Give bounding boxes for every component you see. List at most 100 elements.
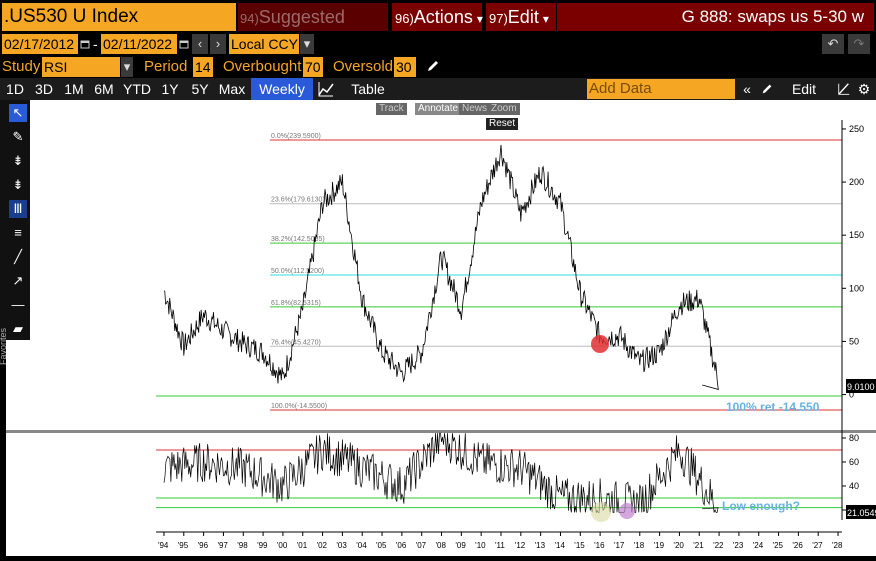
favorites-label: Favorites bbox=[0, 328, 8, 366]
x-axis-label: '96 bbox=[198, 541, 209, 550]
ticker-field[interactable]: .US530 U Index bbox=[2, 3, 236, 31]
line-chart-icon[interactable] bbox=[318, 81, 334, 102]
fib-label: 38.2%(142.5085) bbox=[271, 236, 325, 243]
x-axis-label: '10 bbox=[475, 541, 486, 550]
start-date-input[interactable]: 02/17/2012 bbox=[2, 34, 78, 54]
ray-icon[interactable]: ↗ bbox=[12, 273, 24, 288]
tab-max[interactable]: Max bbox=[218, 81, 246, 97]
tab-6m[interactable]: 6M bbox=[94, 81, 114, 97]
calendar-icon[interactable] bbox=[178, 34, 190, 54]
rsi-axis-label: 80 bbox=[849, 433, 859, 443]
percent-tool-icon[interactable]: ⇟ bbox=[12, 153, 24, 168]
tab-1m[interactable]: 1M bbox=[64, 81, 84, 97]
edit-chart-button[interactable]: Edit Chart bbox=[787, 81, 821, 119]
gear-icon[interactable]: ⚙ bbox=[857, 81, 871, 97]
overbought-label: Overbought bbox=[223, 58, 302, 75]
trendline-icon[interactable]: ╱ bbox=[14, 249, 22, 264]
x-axis-label: '97 bbox=[217, 541, 228, 550]
x-axis-label: '08 bbox=[436, 541, 447, 550]
overbought-input[interactable]: 70 bbox=[303, 57, 323, 77]
actions-menu[interactable]: 96)Actions ▾ bbox=[392, 3, 483, 31]
price-axis-label: 100 bbox=[849, 283, 864, 293]
end-date-input[interactable]: 02/11/2022 bbox=[101, 34, 177, 54]
rsi-series-line bbox=[163, 432, 719, 514]
oversold-input[interactable]: 30 bbox=[394, 57, 416, 77]
cursor-icon[interactable]: ↖ bbox=[9, 104, 27, 122]
x-axis-label: '12 bbox=[515, 541, 526, 550]
x-axis-label: '98 bbox=[237, 541, 248, 550]
rsi-axis-label: 60 bbox=[849, 457, 859, 467]
x-axis-label: '11 bbox=[495, 541, 505, 550]
study-select[interactable]: RSI bbox=[42, 57, 120, 77]
x-axis-label: '27 bbox=[812, 541, 823, 550]
chart-type-icon[interactable] bbox=[837, 81, 851, 102]
undo-icon[interactable]: ↶ bbox=[822, 34, 844, 54]
price-axis-label: 200 bbox=[849, 177, 864, 187]
tab-5y[interactable]: 5Y bbox=[191, 81, 209, 97]
x-axis-label: '13 bbox=[535, 541, 546, 550]
annotate-button[interactable]: Annotate bbox=[415, 103, 462, 115]
x-axis-label: '19 bbox=[654, 541, 665, 550]
retracement-icon[interactable]: ≡ bbox=[14, 225, 22, 240]
x-axis-label: '24 bbox=[753, 541, 764, 550]
fibonacci-tool-icon[interactable]: Ⅲ bbox=[9, 200, 27, 218]
chevron-down-icon[interactable]: ▾ bbox=[300, 34, 314, 54]
tab-ytd[interactable]: YTD bbox=[123, 81, 151, 97]
edit-menu[interactable]: 97)Edit ▾ bbox=[486, 3, 556, 31]
dollar-tool-icon[interactable]: ⇟ bbox=[12, 177, 24, 192]
x-axis-label: '16 bbox=[594, 541, 605, 550]
x-axis-label: '26 bbox=[792, 541, 803, 550]
redo-icon[interactable]: ↷ bbox=[848, 34, 870, 54]
table-button[interactable]: Table bbox=[351, 81, 385, 97]
chevron-left-icon[interactable]: ‹ bbox=[192, 34, 208, 54]
price-axis-label: 0 bbox=[849, 390, 854, 400]
drawing-toolbar: ↖ ✎ ⇟ ⇟ Ⅲ ≡ ╱ ↗ — ▰ Favorites bbox=[0, 100, 30, 365]
price-axis-label: 50 bbox=[849, 336, 859, 346]
panel-divider bbox=[6, 430, 876, 433]
period-input[interactable]: 14 bbox=[193, 57, 213, 77]
calendar-icon[interactable] bbox=[79, 34, 91, 54]
track-button[interactable]: Track bbox=[376, 103, 407, 115]
fib-label: 76.4%(45.4270) bbox=[271, 339, 321, 346]
price-axis-label: 150 bbox=[849, 230, 864, 240]
date-range-row: 02/17/2012 - 02/11/2022 ‹ › Local CCY ▾ … bbox=[0, 33, 876, 55]
tab-3d[interactable]: 3D bbox=[35, 81, 53, 97]
channel-icon[interactable]: ▰ bbox=[13, 321, 23, 336]
tab-1y[interactable]: 1Y bbox=[161, 81, 179, 97]
add-data-input[interactable]: Add Data bbox=[587, 79, 735, 99]
price-axis-label: 250 bbox=[849, 124, 864, 134]
rsi-highlight-marker bbox=[619, 503, 635, 519]
pencil-icon[interactable] bbox=[425, 58, 441, 79]
tab-1d[interactable]: 1D bbox=[6, 81, 24, 97]
pencil-icon[interactable] bbox=[760, 81, 774, 102]
chevron-down-icon[interactable]: ▾ bbox=[121, 57, 133, 77]
last-rsi-tag bbox=[846, 505, 876, 519]
currency-select[interactable]: Local CCY bbox=[229, 34, 299, 54]
x-axis-label: '02 bbox=[317, 541, 328, 550]
horizontal-line-icon[interactable]: — bbox=[11, 297, 25, 312]
x-axis-label: '07 bbox=[416, 541, 427, 550]
chart-area[interactable]: 0.0%(239.5900) 23.6%(179.6130) 38.2%(142.5… bbox=[6, 100, 876, 556]
news-button[interactable]: News bbox=[459, 103, 491, 115]
x-axis-label: '20 bbox=[673, 541, 684, 550]
zoom-button[interactable]: Zoom bbox=[488, 103, 520, 115]
suggested-charts-menu[interactable]: 94)Suggested Charts bbox=[238, 3, 388, 57]
reset-button[interactable]: Reset bbox=[486, 118, 519, 130]
x-axis-label: '25 bbox=[773, 541, 784, 550]
page-title: G 888: swaps us 5-30 w bbox=[557, 3, 874, 31]
x-axis-label: '17 bbox=[614, 541, 625, 550]
frequency-select[interactable]: Weekly ▼ bbox=[251, 78, 313, 119]
x-axis-label: '94 bbox=[158, 541, 169, 550]
period-label: Period bbox=[144, 58, 188, 75]
fib-label: 0.0%(239.5900) bbox=[271, 133, 321, 140]
retracement-annotation: 100% ret -14.550 bbox=[726, 400, 820, 414]
chevron-right-icon[interactable]: › bbox=[210, 34, 226, 54]
date-separator: - bbox=[93, 36, 98, 52]
chevron-down-icon: ▾ bbox=[542, 12, 549, 26]
collapse-icon[interactable]: « bbox=[743, 81, 751, 97]
x-axis-label: '05 bbox=[376, 541, 387, 550]
price-chart: 0.0%(239.5900) 23.6%(179.6130) 38.2%(142.5… bbox=[6, 120, 876, 550]
x-axis-label: '15 bbox=[574, 541, 585, 550]
x-axis-label: '99 bbox=[257, 541, 268, 550]
pencil-icon[interactable]: ✎ bbox=[12, 129, 24, 144]
